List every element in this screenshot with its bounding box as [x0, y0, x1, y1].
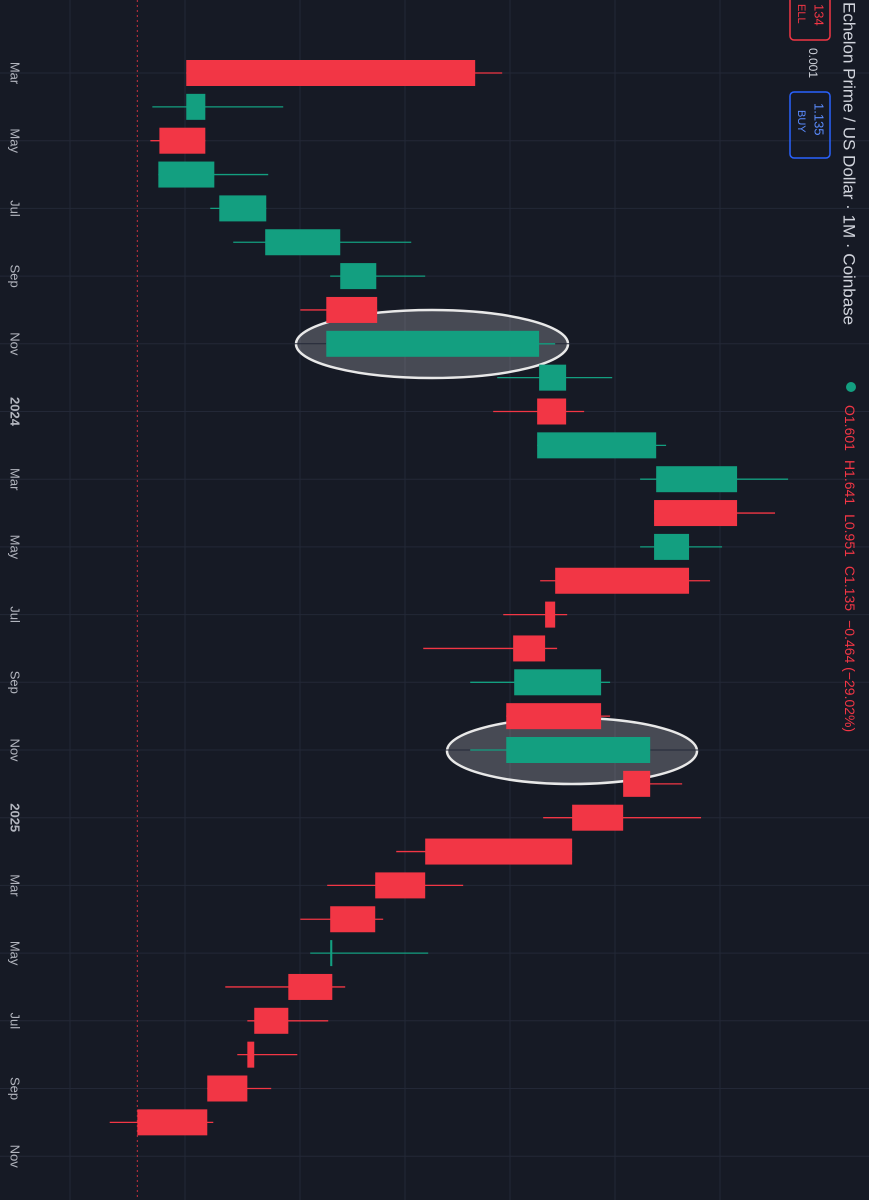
- candle-body: [159, 127, 206, 154]
- candle-body: [513, 635, 546, 662]
- candle-body: [137, 1109, 208, 1136]
- x-tick-label: Nov: [8, 738, 23, 762]
- candle-body: [186, 60, 476, 86]
- candle-body: [207, 1075, 248, 1102]
- x-tick-label: May: [8, 941, 23, 966]
- candle-body: [247, 1041, 255, 1068]
- candle-body: [186, 93, 206, 120]
- candle-body: [545, 601, 556, 628]
- candle-body: [254, 1007, 289, 1034]
- candle-body: [326, 296, 378, 323]
- sell-button[interactable]: [789, 0, 831, 41]
- ohlc-value: L0.951: [842, 514, 858, 557]
- x-tick-label: 2024: [8, 397, 23, 427]
- candle-body: [555, 567, 690, 594]
- x-tick-label: Jul: [8, 200, 23, 217]
- spread: 0.001: [806, 48, 820, 78]
- ohlc-value: H1.641: [842, 460, 858, 505]
- x-tick-label: Jul: [8, 1012, 23, 1029]
- sell-label: ELL: [795, 4, 807, 24]
- ohlc-value: O1.601: [842, 405, 858, 451]
- candle-body: [572, 804, 624, 831]
- price-grid: [69, 0, 721, 1200]
- candle-body: [265, 229, 341, 256]
- ohlc-value: C1.135: [842, 566, 858, 611]
- x-tick-label: Sep: [8, 671, 23, 694]
- x-tick-label: Mar: [8, 468, 23, 491]
- x-tick-label: May: [8, 535, 23, 560]
- candle-body: [219, 195, 267, 222]
- x-tick-label: May: [8, 128, 23, 153]
- candle-body: [375, 872, 426, 899]
- candle-body: [514, 669, 602, 696]
- candle-body: [539, 364, 567, 391]
- x-tick-label: Mar: [8, 62, 23, 85]
- candle-body: [330, 940, 333, 967]
- candle-body: [537, 398, 567, 425]
- candle-body: [330, 906, 376, 933]
- candle-body: [506, 703, 602, 730]
- x-tick-label: Nov: [8, 1145, 23, 1169]
- candle-body: [656, 466, 738, 493]
- live-dot: [846, 382, 856, 392]
- x-tick-label: Nov: [8, 332, 23, 356]
- candle-body: [654, 533, 690, 560]
- candle-body: [654, 500, 738, 527]
- x-tick-label: Mar: [8, 874, 23, 897]
- sell-price: 134: [812, 4, 827, 26]
- x-tick-label: Jul: [8, 606, 23, 623]
- ohlc-legend: O1.601 H1.641 L0.951 C1.135 −0.464 (−29.02%): [842, 405, 858, 732]
- header: Echelon Prime / US Dollar · 1M · Coinbas…: [789, 0, 859, 732]
- buy-label: BUY: [795, 110, 807, 133]
- candle-body: [340, 263, 377, 290]
- buy-price: 1.135: [812, 103, 827, 136]
- candle-body: [158, 161, 215, 188]
- candle-body: [288, 973, 333, 1000]
- candle-body: [623, 770, 651, 797]
- x-tick-label: 2025: [8, 803, 23, 832]
- x-tick-label: Sep: [8, 1077, 23, 1100]
- x-tick-label: Sep: [8, 265, 23, 288]
- candle-body: [537, 432, 657, 459]
- buy-button[interactable]: [789, 91, 831, 159]
- chart-title: Echelon Prime / US Dollar · 1M · Coinbas…: [840, 2, 859, 325]
- candle-body: [425, 838, 573, 865]
- candle-body: [506, 737, 651, 763]
- candle-body: [326, 330, 540, 357]
- change-label: −0.464 (−29.02%): [842, 620, 858, 732]
